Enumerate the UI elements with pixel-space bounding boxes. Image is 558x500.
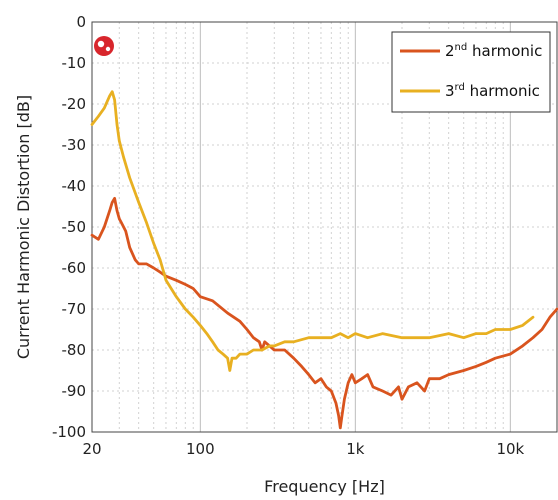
x-tick-label: 1k [346,440,365,458]
y-tick-label: -90 [62,382,87,400]
x-tick-label: 20 [82,440,101,458]
y-tick-labels: 0 -10 -20 -30 -40 -50 -60 -70 -80 -90 -100 [52,13,86,441]
plot-frame [91,21,558,433]
y-tick-label: -30 [62,136,87,154]
legend-entry-2nd-harmonic: 2nd harmonic [445,42,542,60]
legend-entry-3rd-harmonic: 3rd harmonic [445,82,540,100]
series-line-2nd-harmonic [90,196,558,430]
y-axis-label: Current Harmonic Distortion [dB] [14,95,33,359]
x-tick-labels: 20 100 1k 10k [82,440,524,458]
x-axis-label: Frequency [Hz] [264,477,385,496]
y-tick-label: -50 [62,218,87,236]
y-tick-label: -40 [62,177,87,195]
legend: 2nd harmonic 3rd harmonic [391,31,551,113]
y-tick-label: 0 [76,13,86,31]
y-tick-label: -60 [62,259,87,277]
brand-logo-icon [94,36,114,56]
series-line-3rd-harmonic [90,90,535,372]
series-layer [90,90,558,430]
y-tick-label: -100 [52,423,86,441]
x-tick-label: 10k [496,440,524,458]
y-tick-label: -80 [62,341,87,359]
x-tick-label: 100 [186,440,215,458]
y-tick-label: -70 [62,300,87,318]
legend-box [391,31,551,113]
y-tick-label: -10 [62,54,87,72]
y-tick-label: -20 [62,95,87,113]
